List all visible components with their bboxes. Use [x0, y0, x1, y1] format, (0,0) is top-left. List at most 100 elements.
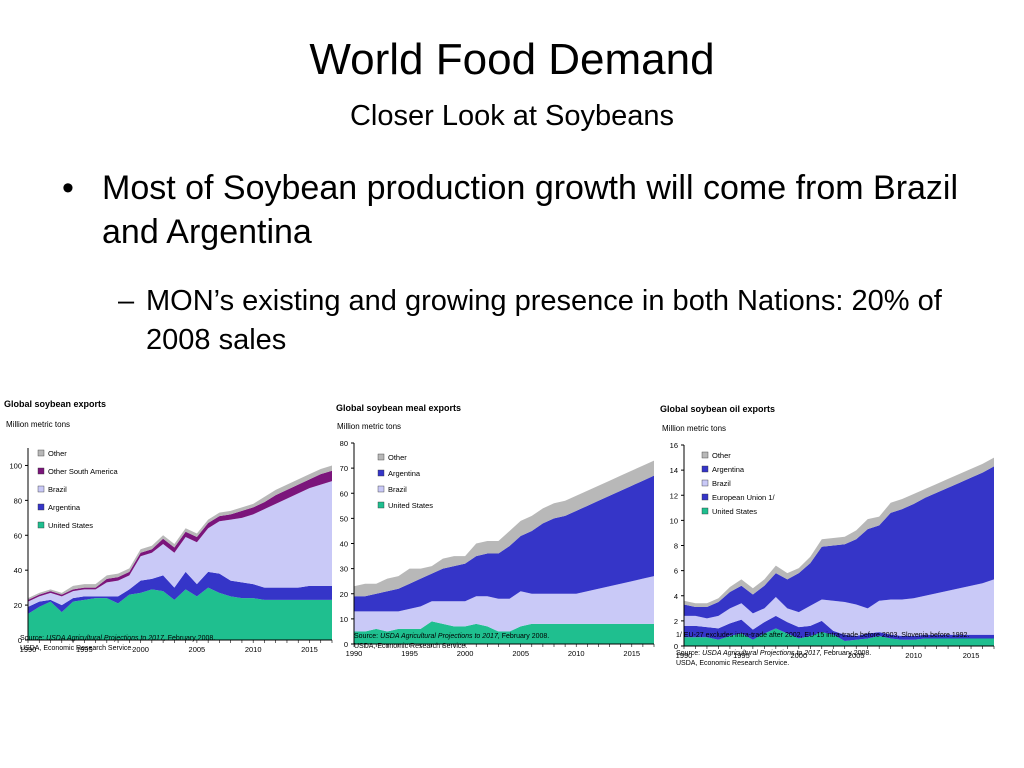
chart-source: Source: USDA Agricultural Projections to…: [354, 632, 549, 652]
legend-label-argentina: Argentina: [48, 503, 81, 512]
sub-bullet-1-text: MON’s existing and growing presence in b…: [146, 285, 942, 356]
legend-label-argentina: Argentina: [712, 465, 745, 474]
x-tick-label: 1990: [676, 651, 693, 660]
y-tick-label: 80: [340, 439, 348, 448]
area-united-states: [684, 628, 994, 646]
chart-title: Global soybean meal exports: [336, 403, 462, 413]
chart-source: Source: USDA Agricultural Projections to…: [676, 649, 871, 669]
x-tick-label: 2005: [189, 645, 206, 654]
y-tick-label: 2: [674, 617, 678, 626]
chart-soybean-oil-exports: Global soybean oil exports Million metri…: [656, 398, 1000, 678]
area-argentina: [684, 466, 994, 619]
y-tick-label: 0: [674, 642, 678, 651]
legend-swatch-argentina: [377, 469, 385, 477]
legend-label-other: Other: [712, 451, 731, 460]
x-tick-label: 1995: [76, 645, 93, 654]
source-label: Source:: [354, 633, 379, 640]
legend-swatch-united-states: [377, 501, 385, 509]
area-brazil: [684, 579, 994, 636]
x-tick-label: 2000: [132, 645, 149, 654]
y-tick-label: 10: [340, 615, 348, 624]
legend-swatch-argentina: [37, 503, 45, 511]
legend-swatch-european-union-1: [701, 493, 709, 501]
legend-swatch-brazil: [37, 485, 45, 493]
x-tick-label: 1990: [346, 649, 363, 658]
y-tick-label: 0: [344, 640, 348, 649]
y-tick-label: 4: [674, 592, 678, 601]
legend-label-united-states: United States: [712, 507, 757, 516]
area-other: [354, 460, 654, 597]
legend-label-other-south-america: Other South America: [48, 467, 118, 476]
area-other: [684, 457, 994, 608]
source-line2: USDA, Economic Research Service.: [20, 645, 134, 652]
chart-plot: 0 2 4 6 8 10 12 14 16 1990 1995 2000 2005 2010 2015 Oth…: [670, 441, 995, 660]
area-other: [28, 465, 332, 600]
source-title: USDA Agricultural Projections to 2017,: [702, 650, 822, 657]
legend-swatch-argentina: [701, 465, 709, 473]
area-other-south-america: [28, 470, 332, 602]
y-tick-label: 100: [9, 461, 22, 470]
x-tick-label: 2010: [245, 645, 262, 654]
legend-swatch-other: [701, 451, 709, 459]
source-date: February 2008.: [167, 635, 216, 642]
y-tick-label: 70: [340, 464, 348, 473]
chart-title: Global soybean oil exports: [660, 404, 776, 414]
legend-label-brazil: Brazil: [48, 485, 67, 494]
bullet-1-text: Most of Soybean production growth will c…: [102, 169, 959, 251]
source-line2: USDA, Economic Research Service.: [354, 643, 468, 650]
legend-swatch-other: [37, 449, 45, 457]
y-axis-label: Million metric tons: [662, 424, 727, 433]
legend-label-united-states: United States: [48, 521, 93, 530]
slide-subtitle: Closer Look at Soybeans: [349, 100, 675, 132]
y-tick-label: 20: [14, 601, 22, 610]
y-tick-label: 30: [340, 565, 348, 574]
x-tick-label: 1990: [20, 645, 37, 654]
legend-swatch-united-states: [701, 507, 709, 515]
source-line2: USDA, Economic Research Service.: [676, 660, 790, 667]
y-tick-label: 40: [340, 540, 348, 549]
y-tick-label: 8: [674, 542, 678, 551]
chart-title: Global soybean exports: [4, 399, 107, 409]
x-tick-label: 2000: [790, 651, 807, 660]
legend-swatch-other-south-america: [37, 467, 45, 475]
legend-label-european-union-1: European Union 1/: [712, 493, 775, 502]
area-european-union-1: [684, 615, 994, 641]
x-tick-label: 2000: [457, 649, 474, 658]
y-tick-label: 60: [14, 531, 22, 540]
legend-label-united-states: United States: [388, 501, 433, 510]
x-tick-label: 1995: [401, 649, 418, 658]
legend-label-other: Other: [388, 453, 407, 462]
source-title: USDA Agricultural Projections to 2017,: [46, 635, 166, 642]
area-united-states: [28, 587, 332, 640]
x-tick-label: 2015: [963, 651, 980, 660]
slide-title: World Food Demand: [309, 35, 715, 84]
area-brazil: [354, 576, 654, 632]
area-argentina: [354, 475, 654, 612]
x-tick-label: 2010: [568, 649, 585, 658]
y-tick-label: 40: [14, 566, 22, 575]
legend-swatch-brazil: [377, 485, 385, 493]
x-tick-label: 2010: [905, 651, 922, 660]
dash-marker: –: [118, 285, 135, 317]
source-date: February 2008.: [501, 633, 550, 640]
x-tick-label: 2005: [848, 651, 865, 660]
y-axis-label: Million metric tons: [6, 420, 71, 429]
y-axis-label: Million metric tons: [337, 422, 402, 431]
y-tick-label: 50: [340, 514, 348, 523]
y-tick-label: 16: [670, 441, 678, 450]
y-tick-label: 20: [340, 590, 348, 599]
chart-soybean-exports: Global soybean exports Million metric to…: [0, 396, 336, 666]
x-tick-label: 2005: [512, 649, 529, 658]
source-date: February 2008.: [823, 650, 872, 657]
y-tick-label: 0: [18, 636, 22, 645]
y-tick-label: 6: [674, 567, 678, 576]
y-tick-label: 14: [670, 466, 678, 475]
legend-label-argentina: Argentina: [388, 469, 421, 478]
area-brazil: [28, 481, 332, 607]
legend-swatch-brazil: [701, 479, 709, 487]
legend-label-brazil: Brazil: [712, 479, 731, 488]
chart-plot: 0 20 40 60 80 100 1990 1995 2000 2005 2010 2015 Othe…: [9, 448, 333, 654]
legend-label-brazil: Brazil: [388, 485, 407, 494]
chart-source: Source: USDA Agricultural Projections to…: [20, 634, 215, 654]
source-label: Source:: [676, 650, 701, 657]
